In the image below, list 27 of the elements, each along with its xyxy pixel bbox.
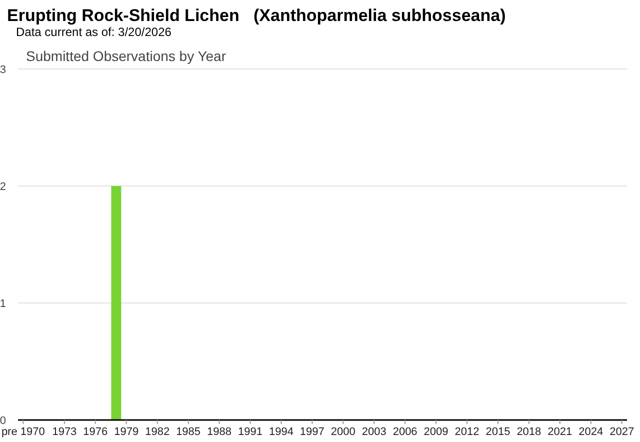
- x-tick-label: 1979: [114, 426, 139, 438]
- x-tick-label: 2003: [362, 426, 386, 438]
- x-tick-label: 1976: [83, 426, 108, 438]
- y-tick-label: 3: [0, 64, 6, 76]
- x-tick-label: 1973: [52, 426, 77, 438]
- x-tick-label: 1982: [145, 426, 170, 438]
- x-tick-label: 2015: [486, 426, 510, 438]
- y-tick-label: 1: [0, 298, 6, 310]
- x-tick-label: 1997: [300, 426, 324, 438]
- text: Data current as of: 3/20/2026: [16, 25, 172, 39]
- x-tick-label: 2018: [516, 426, 542, 438]
- x-tick-label: 2009: [424, 426, 448, 438]
- y-tick-label: 0: [0, 414, 6, 427]
- x-tick-label: 2012: [454, 426, 480, 438]
- x-tick-label: pre 1970: [1, 426, 45, 438]
- x-tick-label: 2027: [610, 426, 634, 438]
- x-tick-label: 1991: [238, 426, 262, 438]
- x-tick-label: 2024: [578, 426, 604, 438]
- x-tick-label: 1994: [268, 426, 294, 438]
- x-tick-label: 2000: [330, 426, 356, 438]
- chart-title: Erupting Rock-Shield Lichen (Xanthoparmelia subhosseana): [7, 6, 506, 26]
- chart-subtitle: Submitted Observations by Year: [26, 48, 226, 64]
- x-tick-label: 2006: [392, 426, 418, 438]
- x-tick-label: 1988: [207, 426, 232, 438]
- x-tick-label: 2021: [548, 426, 572, 438]
- x-tick-label: 1985: [176, 426, 201, 438]
- y-tick-label: 2: [0, 180, 6, 193]
